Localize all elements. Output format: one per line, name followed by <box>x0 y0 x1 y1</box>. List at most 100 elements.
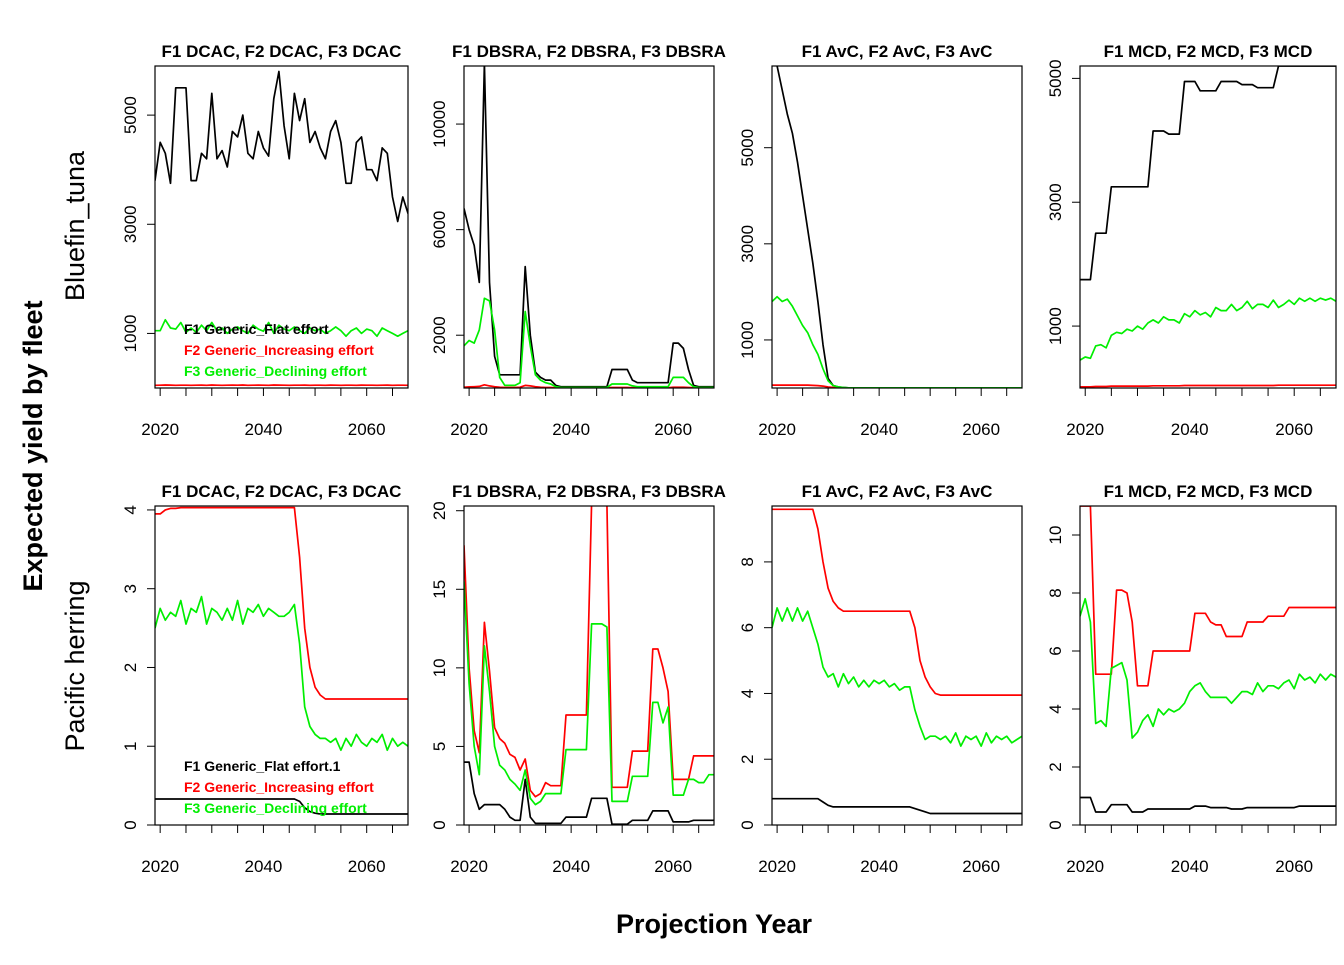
panel-title: F1 DBSRA, F2 DBSRA, F3 DBSRA <box>452 482 726 501</box>
plot-frame <box>772 506 1022 825</box>
series-lines <box>464 63 719 387</box>
panel-title: F1 MCD, F2 MCD, F3 MCD <box>1104 42 1313 61</box>
panel-3: 2020 2040 2060 1000 3000 5000 F1 AvC, F2 AvC, … <box>738 42 1027 439</box>
x-tick-label: 2060 <box>962 857 1000 876</box>
plot-frame <box>155 66 408 388</box>
x-tick-label: 2060 <box>348 420 386 439</box>
x-tick-label: 2040 <box>860 857 898 876</box>
series-line-f3 <box>772 608 1027 746</box>
x-tick-label: 2020 <box>450 420 488 439</box>
y-tick-label: 6000 <box>430 211 449 249</box>
x-tick-label: 2060 <box>1275 420 1313 439</box>
series-line-f2 <box>772 509 1027 695</box>
y-tick-label: 3000 <box>738 225 757 263</box>
series-line-f3 <box>464 581 719 804</box>
y-tick-label: 4 <box>738 689 757 698</box>
series-lines <box>1080 66 1341 387</box>
x-tick-label: 2040 <box>552 420 590 439</box>
y-tick-label: 1 <box>121 742 140 751</box>
series-line-f1 <box>464 762 719 824</box>
plot-frame <box>1080 66 1336 388</box>
y-tick-label: 6 <box>1046 646 1065 655</box>
y-tick-label: 5 <box>430 742 449 751</box>
x-tick-label: 2020 <box>141 420 179 439</box>
x-tick-label: 2040 <box>1171 857 1209 876</box>
series-line-f2 <box>1080 506 1341 686</box>
x-tick-label: 2060 <box>962 420 1000 439</box>
y-tick-label: 10 <box>430 658 449 677</box>
series-lines <box>464 503 719 824</box>
y-tick-label: 6 <box>738 623 757 632</box>
panel-title: F1 DCAC, F2 DCAC, F3 DCAC <box>162 482 402 501</box>
plot-frame <box>464 66 714 388</box>
x-tick-label: 2020 <box>141 857 179 876</box>
series-line-f3 <box>1080 599 1341 738</box>
x-tick-label: 2040 <box>245 857 283 876</box>
y-tick-label: 5000 <box>738 129 757 167</box>
x-tick-label: 2020 <box>1066 420 1104 439</box>
series-line-f1 <box>772 799 1027 814</box>
y-tick-label: 1000 <box>738 321 757 359</box>
y-tick-label: 8 <box>738 557 757 566</box>
plot-frame <box>464 506 714 825</box>
x-tick-label: 2060 <box>1275 857 1313 876</box>
series-lines <box>772 509 1027 813</box>
shared-y-axis-label: Expected yield by fleet <box>18 300 48 591</box>
y-tick-label: 20 <box>430 501 449 520</box>
x-tick-label: 2020 <box>758 857 796 876</box>
legend-entry-f3: F3 Generic_Declining effort <box>184 800 367 816</box>
y-tick-label: 0 <box>430 820 449 829</box>
legend-entry-f2: F2 Generic_Increasing effort <box>184 779 374 795</box>
x-tick-label: 2040 <box>552 857 590 876</box>
x-tick-label: 2020 <box>1066 857 1104 876</box>
series-line-f1 <box>1080 798 1341 813</box>
y-tick-label: 5000 <box>1046 59 1065 97</box>
x-tick-label: 2060 <box>654 857 692 876</box>
y-tick-label: 10000 <box>430 100 449 147</box>
panel-title: F1 DBSRA, F2 DBSRA, F3 DBSRA <box>452 42 726 61</box>
series-lines <box>772 61 1027 388</box>
series-line-f3 <box>155 597 413 751</box>
y-tick-label: 3 <box>121 584 140 593</box>
x-tick-label: 2020 <box>758 420 796 439</box>
series-lines <box>1080 506 1341 812</box>
series-line-f3 <box>1080 295 1341 360</box>
y-tick-label: 5000 <box>121 96 140 134</box>
plot-frame <box>155 506 408 825</box>
y-tick-label: 15 <box>430 580 449 599</box>
panel-title: F1 AvC, F2 AvC, F3 AvC <box>802 482 993 501</box>
series-lines <box>155 72 413 386</box>
shared-x-axis-label: Projection Year <box>616 909 813 939</box>
y-tick-label: 2 <box>121 663 140 672</box>
panel-title: F1 AvC, F2 AvC, F3 AvC <box>802 42 993 61</box>
panel-title: F1 DCAC, F2 DCAC, F3 DCAC <box>162 42 402 61</box>
legend-entry-f1: F1 Generic_Flat effort.1 <box>184 758 341 774</box>
series-line-f1 <box>1080 66 1341 280</box>
legend-entry-f2: F2 Generic_Increasing effort <box>184 342 374 358</box>
series-line-f2 <box>1080 385 1341 387</box>
y-tick-label: 0 <box>738 820 757 829</box>
y-tick-label: 3000 <box>121 205 140 243</box>
panel-2: 2020 2040 2060 2000 6000 10000 F1 DBSRA, F2 DB… <box>430 42 726 439</box>
y-tick-label: 10 <box>1046 526 1065 545</box>
y-tick-label: 2000 <box>430 316 449 354</box>
series-line-f2 <box>464 503 719 797</box>
y-tick-label: 8 <box>1046 588 1065 597</box>
y-tick-label: 1000 <box>1046 307 1065 345</box>
x-tick-label: 2060 <box>654 420 692 439</box>
y-tick-label: 2 <box>738 754 757 763</box>
legend-entry-f3: F3 Generic_Declining effort <box>184 363 367 379</box>
series-line-f3 <box>772 297 1027 388</box>
legend-entry-f1: F1 Generic_Flat effort <box>184 321 329 337</box>
row-label-bottom: Pacific herring <box>60 580 90 751</box>
plot-frame <box>772 66 1022 388</box>
y-tick-label: 2 <box>1046 762 1065 771</box>
x-tick-label: 2040 <box>245 420 283 439</box>
x-tick-label: 2040 <box>860 420 898 439</box>
